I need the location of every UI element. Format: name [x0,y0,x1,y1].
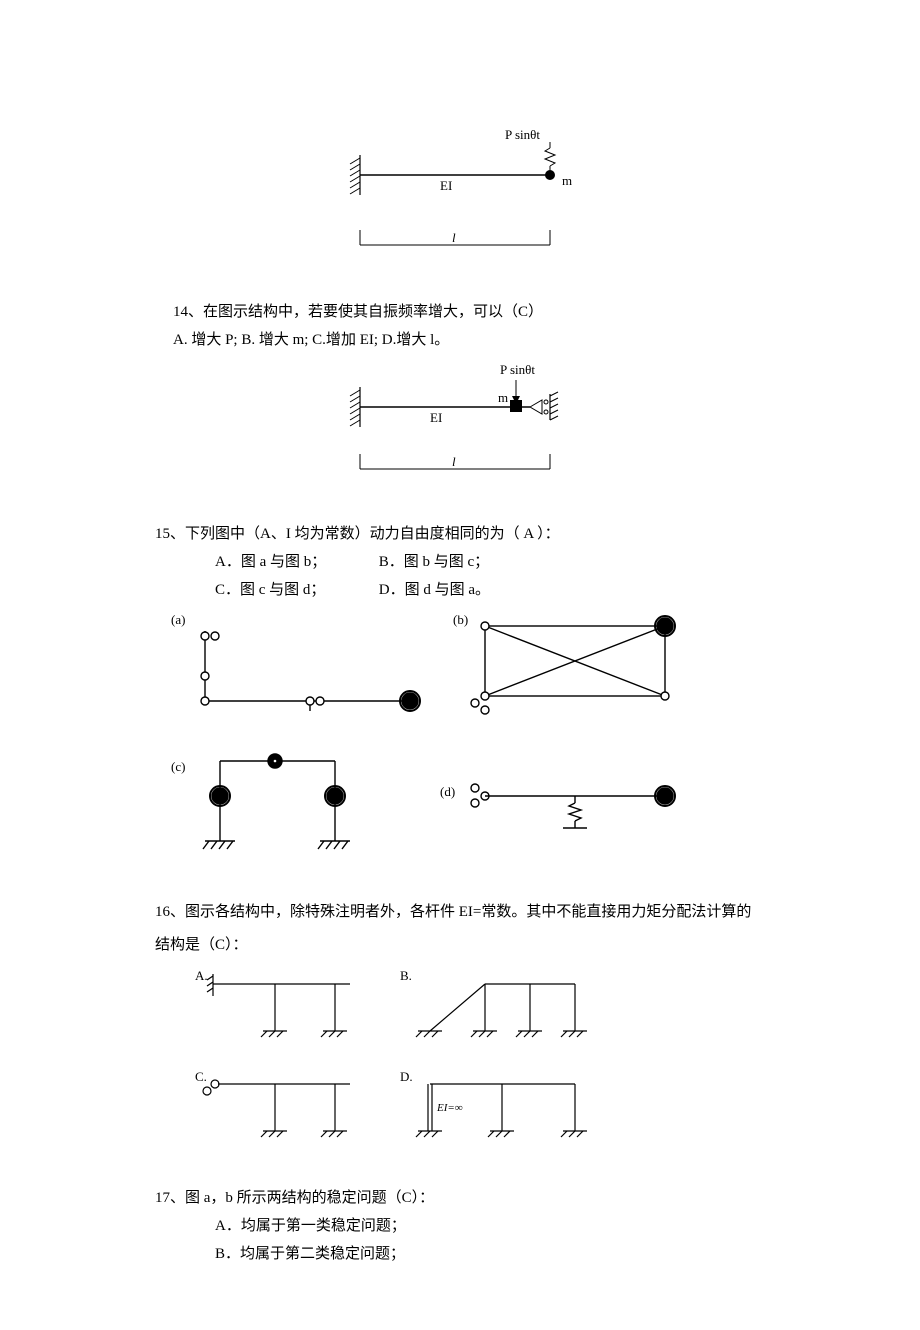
dimension: l [360,230,550,245]
q15-label-a: (a) [171,612,185,627]
q17-text: 17、图 a，b 所示两结构的稳定问题（C）： [155,1186,765,1210]
q16-text: 16、图示各结构中，除特殊注明者外，各杆件 EI=常数。其中不能直接用力矩分配法… [155,896,765,962]
q16-label-D: D. [400,1069,413,1084]
spring [545,142,555,172]
q17-optB: B．均属于第二类稳定问题； [215,1242,765,1266]
q14-figure: EI P sinθt m l [155,362,765,502]
q17-optA: A．均属于第一类稳定问题； [215,1214,765,1238]
q15-optC: C．图 c 与图 d； [215,578,375,602]
load-label: P sinθt [500,362,535,377]
q15-optB: B．图 b 与图 c； [379,550,539,574]
q15-label-c: (c) [171,759,185,774]
fig-a [201,631,420,711]
load-label: P sinθt [505,127,540,142]
q15-figures: (a) (b) [165,606,765,884]
q13-figure: EI P sinθt m l [155,130,765,280]
q16-figures: A. B. [175,966,765,1174]
roller-support [530,392,558,420]
q16-svg: A. B. [175,966,655,1166]
q15-opts-row1: A．图 a 与图 b； B．图 b 与图 c； [215,550,765,574]
span-label: l [452,230,456,245]
q16-label-A: A. [195,968,208,983]
q14-text: 14、在图示结构中，若要使其自振频率增大，可以（C） [173,300,765,324]
q14-svg: EI P sinθt m l [330,362,590,502]
q15-label-b: (b) [453,612,468,627]
q15-opts-row2: C．图 c 与图 d； D．图 d 与图 a。 [215,578,765,602]
mass-dot [545,170,555,180]
q15-optA: A．图 a 与图 b； [215,550,375,574]
mass-label: m [562,173,572,188]
q15-label-d: (d) [440,784,455,799]
fig-d [471,784,675,828]
fig-A [207,974,350,1037]
ei-inf-label: EI=∞ [436,1102,463,1114]
fixed-support [350,387,360,427]
mass-label: m [498,390,508,405]
q16-label-B: B. [400,968,412,983]
q15-text: 15、下列图中（A、I 均为常数）动力自由度相同的为（ A ）： [155,522,765,546]
beam-label: EI [430,410,442,425]
q16-label-C: C. [195,1069,207,1084]
span-label: l [452,454,456,469]
mass-block [510,400,522,412]
fixed-support [350,155,360,195]
fig-B [416,984,587,1037]
beam-label: EI [440,178,452,193]
fig-c [203,754,350,849]
q15-svg: (a) (b) [165,606,725,876]
q13-svg: EI P sinθt m l [330,130,590,280]
q15-optD: D．图 d 与图 a。 [379,578,539,602]
fig-b [471,616,675,714]
q14-options: A. 增大 P; B. 增大 m; C.增加 EI; D.增大 l。 [173,328,765,352]
dimension: l [360,454,550,469]
fig-C [203,1080,350,1137]
